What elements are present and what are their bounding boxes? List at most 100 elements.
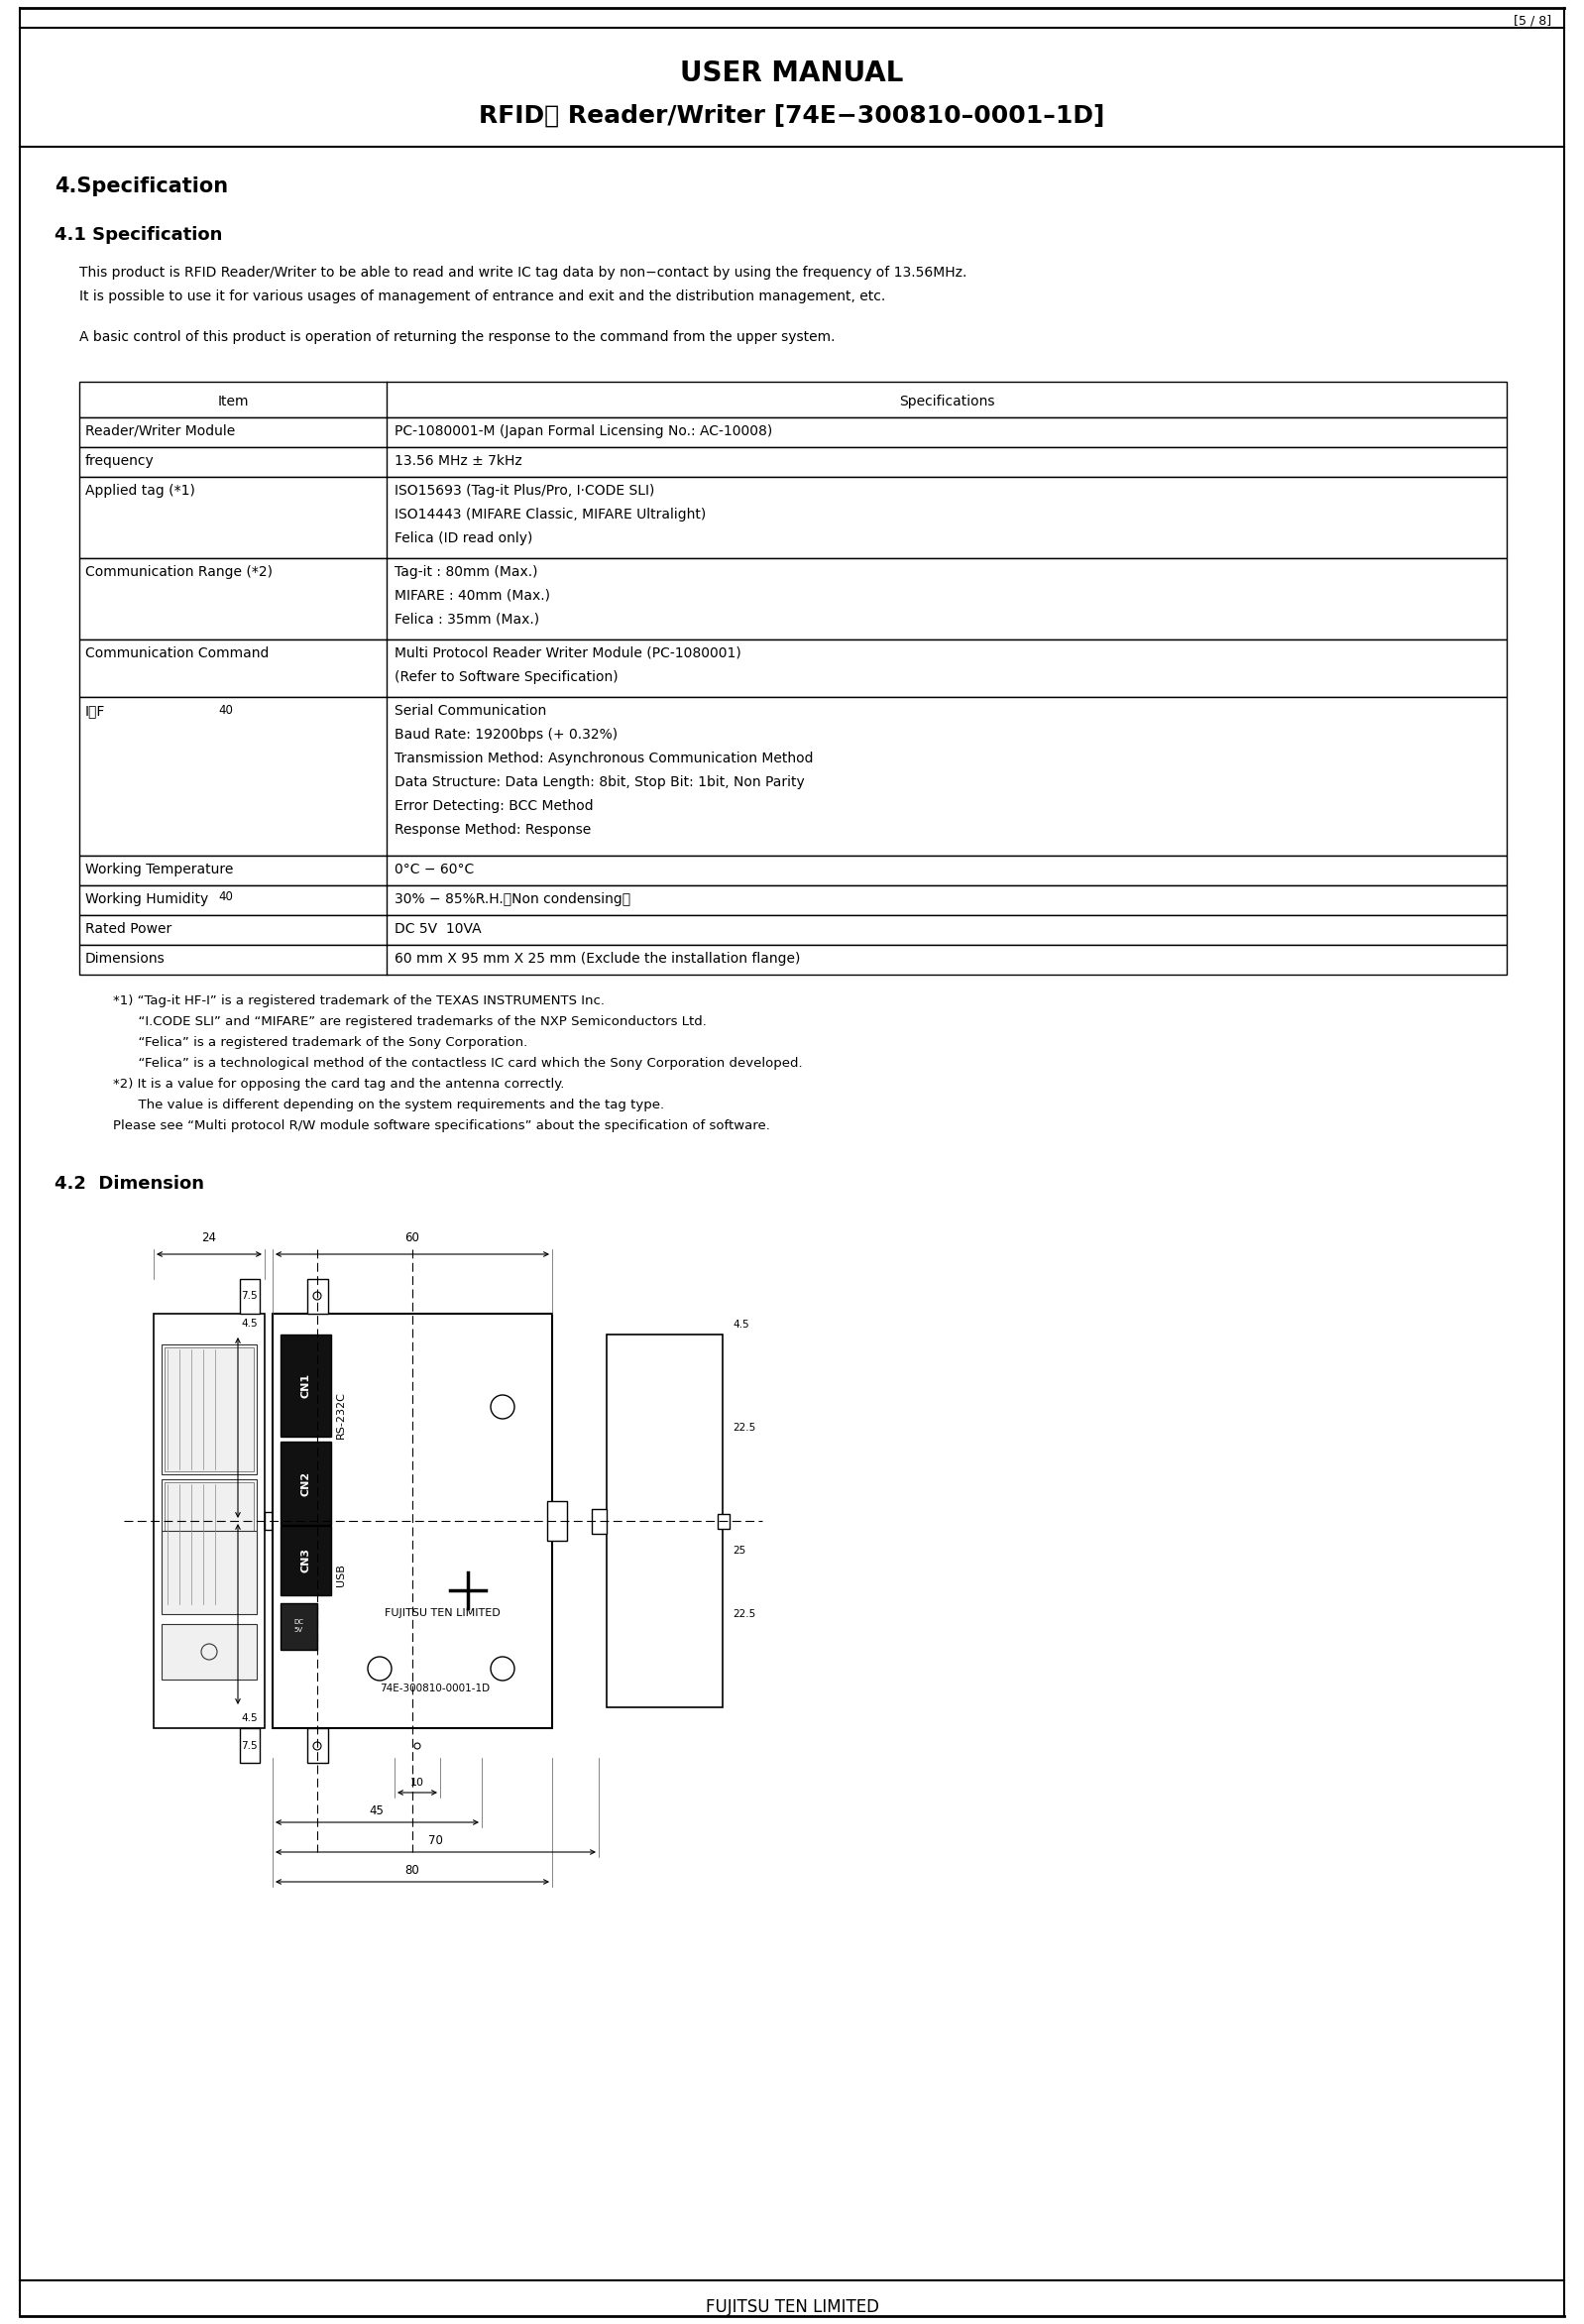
Text: 4.Specification: 4.Specification (54, 177, 228, 195)
Bar (239, 1729, 260, 1764)
Text: ISO15693 (Tag-it Plus/Pro, I·CODE SLI): ISO15693 (Tag-it Plus/Pro, I·CODE SLI) (394, 483, 654, 497)
Bar (718, 1513, 730, 1529)
Text: This product is RFID Reader/Writer to be able to read and write IC tag data by n: This product is RFID Reader/Writer to be… (79, 265, 966, 279)
Text: Tag-it : 80mm (Max.): Tag-it : 80mm (Max.) (394, 565, 537, 579)
Bar (592, 1508, 607, 1534)
Bar (239, 1278, 260, 1313)
Text: Specifications: Specifications (898, 395, 995, 409)
Bar (280, 1334, 331, 1436)
Text: FUJITSU TEN LIMITED: FUJITSU TEN LIMITED (385, 1608, 501, 1618)
Text: RFID　 Reader/Writer [74E−300810–0001–1D]: RFID Reader/Writer [74E−300810–0001–1D] (478, 105, 1106, 128)
Text: Felica : 35mm (Max.): Felica : 35mm (Max.) (394, 614, 540, 627)
Text: USB: USB (336, 1564, 345, 1587)
Bar (546, 1501, 567, 1541)
Bar (265, 1513, 277, 1529)
Bar (154, 1313, 265, 1729)
Text: Applied tag (*1): Applied tag (*1) (86, 483, 195, 497)
Text: 80: 80 (406, 1864, 420, 1878)
Bar (79, 446, 1506, 476)
Text: Serial Communication: Serial Communication (394, 704, 546, 718)
Bar (307, 1278, 328, 1313)
Text: *1) “Tag-it HF-I” is a registered trademark of the TEXAS INSTRUMENTS Inc.: *1) “Tag-it HF-I” is a registered tradem… (79, 995, 605, 1006)
Text: 60 mm X 95 mm X 25 mm (Exclude the installation flange): 60 mm X 95 mm X 25 mm (Exclude the insta… (394, 953, 800, 967)
Bar (272, 1313, 553, 1729)
Text: 22.5: 22.5 (732, 1608, 756, 1620)
Text: “Felica” is a technological method of the contactless IC card which the Sony Cor: “Felica” is a technological method of th… (79, 1057, 803, 1069)
Text: FUJITSU TEN LIMITED: FUJITSU TEN LIMITED (705, 2298, 879, 2317)
Text: 22.5: 22.5 (732, 1422, 756, 1432)
Text: Data Structure: Data Length: 8bit, Stop Bit: 1bit, Non Parity: Data Structure: Data Length: 8bit, Stop … (394, 776, 805, 790)
Text: USER MANUAL: USER MANUAL (680, 60, 904, 88)
Text: ISO14443 (MIFARE Classic, MIFARE Ultralight): ISO14443 (MIFARE Classic, MIFARE Ultrali… (394, 507, 706, 521)
Bar (280, 1441, 331, 1525)
Text: “I.CODE SLI” and “MIFARE” are registered trademarks of the NXP Semiconductors Lt: “I.CODE SLI” and “MIFARE” are registered… (79, 1016, 706, 1027)
Text: A basic control of this product is operation of returning the response to the co: A basic control of this product is opera… (79, 330, 835, 344)
Text: *2) It is a value for opposing the card tag and the antenna correctly.: *2) It is a value for opposing the card … (79, 1078, 564, 1090)
Bar (79, 381, 1506, 418)
Bar (79, 855, 1506, 885)
Text: 4.5: 4.5 (241, 1713, 258, 1722)
Text: 45: 45 (369, 1803, 383, 1817)
Text: 4.2  Dimension: 4.2 Dimension (54, 1176, 204, 1192)
Text: 10: 10 (410, 1778, 425, 1787)
Text: (Refer to Software Specification): (Refer to Software Specification) (394, 669, 618, 683)
Text: Transmission Method: Asynchronous Communication Method: Transmission Method: Asynchronous Commun… (394, 751, 813, 765)
Bar (162, 1480, 257, 1608)
Text: 25: 25 (732, 1545, 746, 1555)
Text: Error Detecting: BCC Method: Error Detecting: BCC Method (394, 799, 594, 813)
Text: 74E-300810-0001-1D: 74E-300810-0001-1D (380, 1683, 489, 1694)
Text: CN3: CN3 (301, 1548, 310, 1573)
Text: DC 5V  10VA: DC 5V 10VA (394, 923, 482, 937)
Text: It is possible to use it for various usages of management of entrance and exit a: It is possible to use it for various usa… (79, 290, 885, 304)
Text: 4.5: 4.5 (732, 1320, 749, 1329)
Bar (607, 1334, 722, 1708)
Text: Communication Range (*2): Communication Range (*2) (86, 565, 272, 579)
Text: Felica (ID read only): Felica (ID read only) (394, 532, 532, 546)
Bar (79, 697, 1506, 855)
Text: Baud Rate: 19200bps (+ 0.32%): Baud Rate: 19200bps (+ 0.32%) (394, 727, 618, 741)
Text: Item: Item (217, 395, 249, 409)
Bar (162, 1532, 257, 1615)
Text: Response Method: Response: Response Method: Response (394, 823, 591, 837)
Text: 0°C − 60°C: 0°C − 60°C (394, 862, 474, 876)
Text: Reader/Writer Module: Reader/Writer Module (86, 425, 234, 439)
Bar (79, 885, 1506, 916)
Bar (79, 639, 1506, 697)
Text: CN1: CN1 (301, 1373, 310, 1397)
Text: RS-232C: RS-232C (336, 1392, 345, 1439)
Text: 7.5: 7.5 (241, 1741, 258, 1750)
Text: 4.1 Specification: 4.1 Specification (54, 225, 222, 244)
Text: I／F: I／F (86, 704, 106, 718)
Text: The value is different depending on the system requirements and the tag type.: The value is different depending on the … (79, 1099, 664, 1111)
Text: PC-1080001-M (Japan Formal Licensing No.: AC-10008): PC-1080001-M (Japan Formal Licensing No.… (394, 425, 773, 439)
Text: 60: 60 (406, 1232, 420, 1243)
Bar (280, 1604, 317, 1650)
Text: Dimensions: Dimensions (86, 953, 165, 967)
Text: 4.5: 4.5 (241, 1318, 258, 1329)
Bar (162, 1624, 257, 1680)
Text: frequency: frequency (86, 453, 154, 467)
Bar (79, 916, 1506, 946)
Text: CN2: CN2 (301, 1471, 310, 1497)
Text: Working Humidity: Working Humidity (86, 892, 209, 906)
Bar (79, 946, 1506, 974)
Text: [5 / 8]: [5 / 8] (1513, 14, 1551, 28)
Text: 7.5: 7.5 (241, 1290, 258, 1301)
Bar (280, 1527, 331, 1594)
Text: 24: 24 (201, 1232, 217, 1243)
Text: 40: 40 (219, 704, 233, 716)
Bar (307, 1729, 328, 1764)
Text: Working Temperature: Working Temperature (86, 862, 233, 876)
Text: DC
5V: DC 5V (293, 1620, 303, 1631)
Bar (165, 1348, 253, 1471)
Text: Communication Command: Communication Command (86, 646, 269, 660)
Text: “Felica” is a registered trademark of the Sony Corporation.: “Felica” is a registered trademark of th… (79, 1037, 527, 1048)
Bar (79, 418, 1506, 446)
Text: 40: 40 (219, 890, 233, 902)
Bar (165, 1483, 253, 1606)
Text: 30% − 85%R.H.（Non condensing）: 30% − 85%R.H.（Non condensing） (394, 892, 630, 906)
Bar (79, 476, 1506, 558)
Bar (162, 1343, 257, 1473)
Text: Please see “Multi protocol R/W module software specifications” about the specifi: Please see “Multi protocol R/W module so… (79, 1120, 770, 1132)
Text: MIFARE : 40mm (Max.): MIFARE : 40mm (Max.) (394, 588, 550, 602)
